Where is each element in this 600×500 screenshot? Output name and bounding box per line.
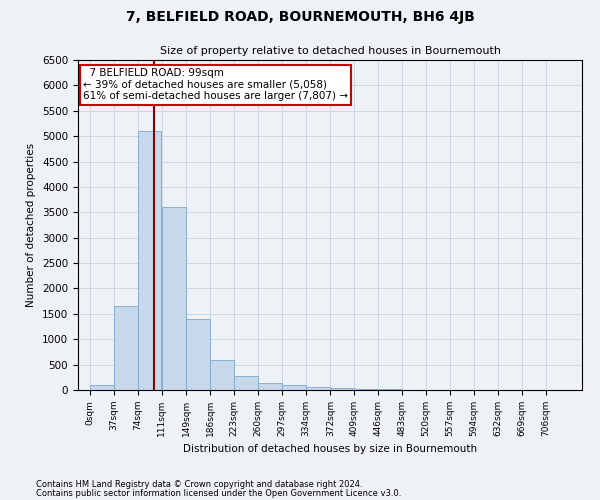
Text: Contains public sector information licensed under the Open Government Licence v3: Contains public sector information licen… xyxy=(36,488,401,498)
Text: Contains HM Land Registry data © Crown copyright and database right 2024.: Contains HM Land Registry data © Crown c… xyxy=(36,480,362,489)
Bar xyxy=(306,387,330,390)
Bar xyxy=(138,131,161,390)
Text: 7 BELFIELD ROAD: 99sqm
← 39% of detached houses are smaller (5,058)
61% of semi-: 7 BELFIELD ROAD: 99sqm ← 39% of detached… xyxy=(83,68,348,102)
Bar xyxy=(162,207,186,390)
Bar xyxy=(331,388,354,390)
Bar xyxy=(90,385,113,390)
Y-axis label: Number of detached properties: Number of detached properties xyxy=(26,143,37,307)
Bar xyxy=(355,389,378,390)
Bar xyxy=(282,385,305,390)
X-axis label: Distribution of detached houses by size in Bournemouth: Distribution of detached houses by size … xyxy=(183,444,477,454)
Text: 7, BELFIELD ROAD, BOURNEMOUTH, BH6 4JB: 7, BELFIELD ROAD, BOURNEMOUTH, BH6 4JB xyxy=(125,10,475,24)
Bar xyxy=(234,376,258,390)
Bar xyxy=(258,384,281,390)
Bar xyxy=(379,389,402,390)
Bar xyxy=(211,360,234,390)
Title: Size of property relative to detached houses in Bournemouth: Size of property relative to detached ho… xyxy=(160,46,500,56)
Bar xyxy=(114,306,137,390)
Bar xyxy=(187,319,210,390)
